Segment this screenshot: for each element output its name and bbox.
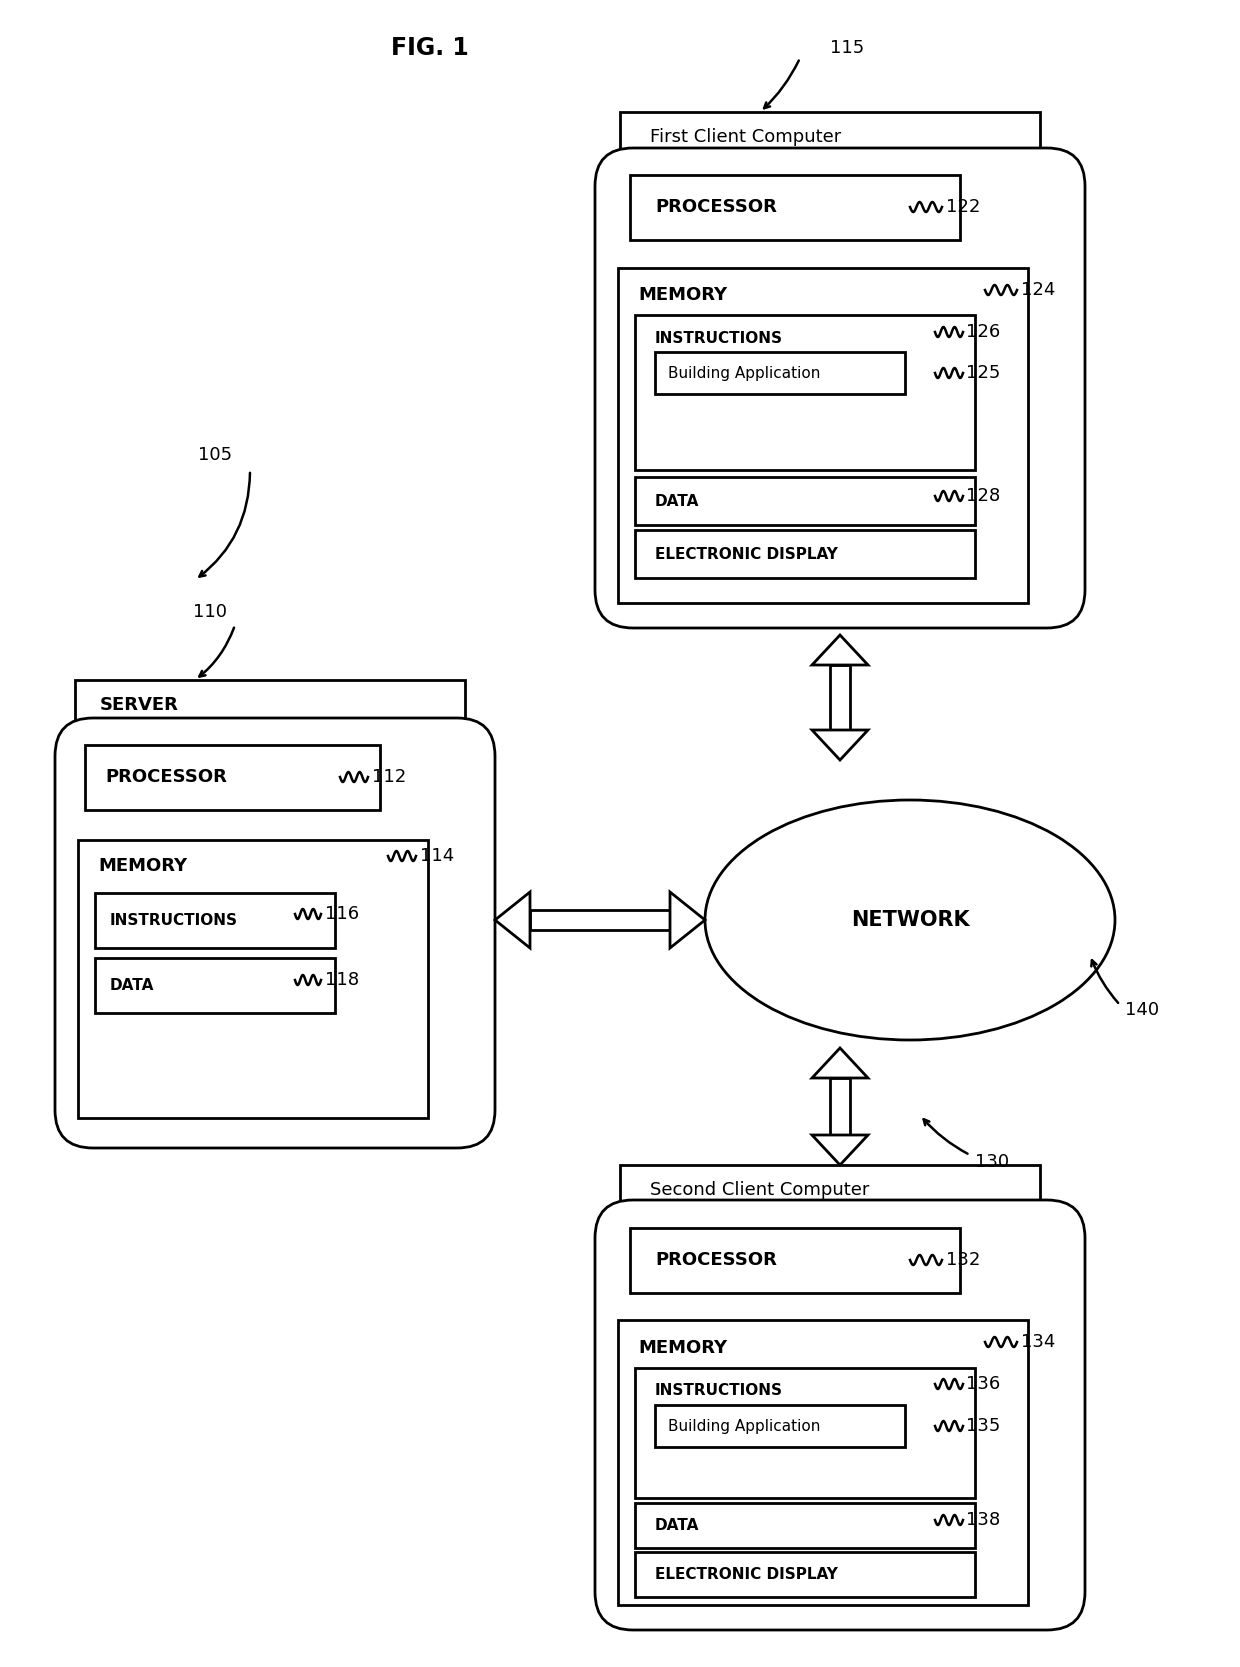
Text: 132: 132 [946, 1250, 981, 1269]
Polygon shape [812, 1135, 868, 1165]
Text: Building Application: Building Application [668, 1419, 821, 1434]
Text: INSTRUCTIONS: INSTRUCTIONS [655, 1382, 782, 1397]
Text: ELECTRONIC DISPLAY: ELECTRONIC DISPLAY [655, 547, 838, 562]
Text: INSTRUCTIONS: INSTRUCTIONS [655, 330, 782, 345]
Text: 115: 115 [830, 38, 864, 57]
Polygon shape [830, 665, 849, 730]
Bar [635, 1552, 975, 1597]
Text: INSTRUCTIONS: INSTRUCTIONS [110, 912, 238, 927]
Text: PROCESSOR: PROCESSOR [105, 768, 227, 787]
Text: 105: 105 [198, 447, 232, 463]
Text: MEMORY: MEMORY [98, 857, 187, 875]
Text: 140: 140 [1125, 1000, 1159, 1019]
Text: ELECTRONIC DISPLAY: ELECTRONIC DISPLAY [655, 1567, 838, 1582]
Text: 126: 126 [966, 323, 1001, 342]
Bar [635, 477, 975, 525]
Text: 110: 110 [193, 603, 227, 622]
Polygon shape [812, 730, 868, 760]
Text: Second Client Computer: Second Client Computer [650, 1180, 869, 1199]
Bar [635, 1504, 975, 1549]
Text: 116: 116 [325, 905, 360, 924]
Text: 112: 112 [372, 768, 407, 787]
Bar [655, 1405, 905, 1447]
Bar [635, 1369, 975, 1499]
Bar [655, 352, 905, 393]
Bar [74, 680, 465, 730]
FancyBboxPatch shape [55, 718, 495, 1149]
Polygon shape [670, 892, 706, 949]
Text: 124: 124 [1021, 282, 1055, 298]
Text: 130: 130 [975, 1154, 1009, 1170]
Bar [78, 840, 428, 1119]
Polygon shape [529, 910, 670, 930]
Text: PROCESSOR: PROCESSOR [655, 198, 777, 217]
Bar [86, 745, 379, 810]
Text: DATA: DATA [655, 1517, 699, 1532]
Bar [618, 268, 1028, 603]
Bar [95, 894, 335, 949]
Text: MEMORY: MEMORY [639, 1339, 727, 1357]
Bar [635, 315, 975, 470]
Ellipse shape [706, 800, 1115, 1040]
Text: 122: 122 [946, 198, 981, 217]
Bar [630, 1229, 960, 1294]
Text: NETWORK: NETWORK [851, 910, 970, 930]
Polygon shape [812, 635, 868, 665]
Text: First Client Computer: First Client Computer [650, 128, 841, 147]
Bar [620, 112, 1040, 162]
Text: 118: 118 [325, 970, 360, 989]
Bar [618, 1320, 1028, 1605]
Text: DATA: DATA [655, 493, 699, 508]
Text: PROCESSOR: PROCESSOR [655, 1250, 777, 1269]
Text: FIG. 1: FIG. 1 [391, 37, 469, 60]
Text: 135: 135 [966, 1417, 1001, 1435]
Polygon shape [812, 1049, 868, 1079]
Text: 138: 138 [966, 1510, 1001, 1529]
Text: 114: 114 [420, 847, 454, 865]
Polygon shape [830, 1079, 849, 1135]
Text: 125: 125 [966, 363, 1001, 382]
Text: 128: 128 [966, 487, 1001, 505]
Text: SERVER: SERVER [100, 697, 179, 713]
Text: DATA: DATA [110, 977, 154, 992]
Text: MEMORY: MEMORY [639, 287, 727, 303]
Bar [620, 1165, 1040, 1215]
FancyBboxPatch shape [595, 1200, 1085, 1630]
FancyBboxPatch shape [595, 148, 1085, 628]
Text: 134: 134 [1021, 1334, 1055, 1350]
Bar [630, 175, 960, 240]
Polygon shape [495, 892, 529, 949]
Bar [95, 959, 335, 1014]
Text: Building Application: Building Application [668, 365, 821, 380]
Text: 136: 136 [966, 1375, 1001, 1394]
Bar [635, 530, 975, 578]
